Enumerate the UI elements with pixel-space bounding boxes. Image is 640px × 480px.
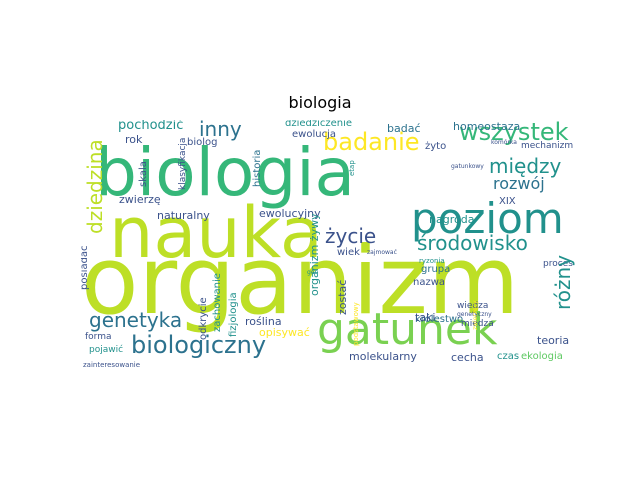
word-organizm: organizm (81, 227, 520, 336)
word-zyto: żyto (425, 141, 447, 152)
word-biologiczny: biologiczny (131, 331, 267, 359)
word-wszystek: wszystek (459, 120, 569, 146)
word-cecha: cecha (451, 351, 484, 364)
word-zajmowac: zajmować (367, 249, 397, 256)
word-odkrycie: odkrycie (198, 297, 209, 340)
word-klasyfikacja: klasyfikacja (178, 137, 188, 190)
word-ewolucyjny: ewolucyjny (259, 207, 321, 220)
word-organizm-zywy: organizm żywy (308, 213, 321, 296)
word-wiek: wiek (337, 247, 360, 258)
word-mechanizm: mechanizm (521, 141, 574, 151)
word-biolog: biolog (187, 137, 218, 148)
word-homeostaza: homeostaza (453, 120, 521, 133)
word-zachowanie: zachowanie (212, 273, 223, 332)
word-dziedzina: dziedzina (83, 139, 107, 234)
word-gatunkowy: gatunkowy (451, 163, 484, 170)
word-grupa: grupa (421, 264, 451, 275)
word-zycie: życie (325, 224, 377, 248)
word-gatunek: gatunek (317, 304, 498, 355)
word-zostac: zostać (336, 279, 349, 315)
word-inny: inny (199, 120, 242, 141)
word-biologia: biologia (95, 134, 356, 211)
word-dziedziczenie: dziedziczenie (285, 120, 353, 129)
word-pochodzic: pochodzić (118, 120, 184, 133)
word-nauka: nauka (109, 192, 323, 274)
word-fizjologia: fizjologia (228, 292, 239, 337)
word-wiedza: wiedza (457, 301, 489, 311)
word-proces: proces (543, 259, 573, 269)
word-genetyczny: genetyczny (457, 311, 492, 318)
word-teoria: teoria (537, 334, 570, 347)
word-posiadac: posiadać (81, 245, 90, 290)
word-czas: czas (497, 351, 520, 362)
word-zwierzecy: zwierzęcy (472, 300, 479, 330)
word-forma: forma (85, 332, 112, 342)
word-poziom: poziom (411, 194, 564, 243)
word-badanie: badanie (323, 128, 420, 156)
word-nazwa: nazwa (413, 277, 446, 288)
word-miedzy: między (489, 154, 562, 178)
word-molekularny: molekularny (349, 350, 417, 363)
word-roslina: roślina (245, 315, 282, 328)
word-ryzonia: ryzonia (419, 257, 445, 265)
word-cloud: organizm nauka biologia gatunek poziom b… (81, 120, 578, 375)
word-gen: gen (307, 269, 319, 276)
word-opisywac: opisywać (259, 326, 310, 339)
word-ekologia: ekologia (521, 351, 563, 362)
word-etap: etap (348, 160, 356, 176)
word-rozny: różny (551, 254, 575, 310)
word-miedza: miedza (461, 319, 494, 329)
word-skala: skala (138, 161, 149, 187)
word-pojawic: pojawić (89, 345, 124, 355)
word-xix: XIX (499, 196, 516, 207)
word-nagroda: nagroda (429, 213, 475, 226)
word-podstawowy: podstawowy (352, 302, 360, 346)
word-zwierze: zwierzę (119, 193, 161, 206)
word-zainteresowanie: zainteresowanie (83, 361, 141, 369)
chart-title: biologia (288, 93, 352, 112)
word-krolestwo: królestwo (415, 314, 464, 325)
word-historia: historia (252, 149, 263, 187)
word-rok: rok (125, 133, 143, 146)
word-taki: taki (415, 311, 436, 324)
word-genetyka: genetyka (89, 308, 183, 332)
word-naturalny: naturalny (157, 209, 210, 222)
word-komorka: komórka (491, 139, 517, 146)
word-rozwoj: rozwój (493, 174, 545, 193)
word-srodowisko: środowisko (417, 231, 528, 255)
word-ewolucja: ewolucja (292, 129, 336, 140)
word-badac: badać (387, 122, 421, 135)
